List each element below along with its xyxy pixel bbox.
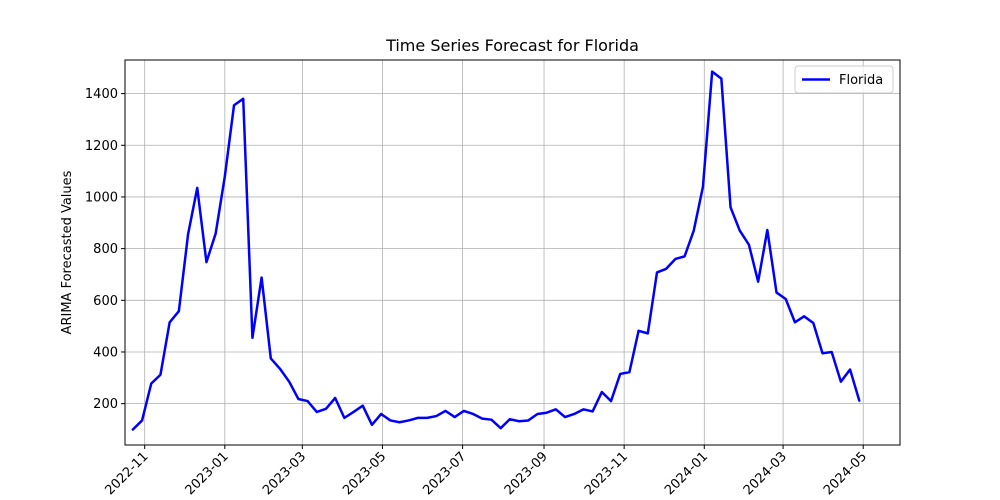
series-line-florida (131, 70, 861, 431)
legend-label-florida: Florida (839, 73, 883, 88)
legend-box (794, 65, 894, 94)
y-tick-label: 1000 (85, 190, 118, 205)
y-axis-label: ARIMA Forecasted Values (60, 170, 75, 334)
y-tick-label: 600 (93, 294, 118, 309)
legend: Florida (794, 65, 894, 94)
plot-frame (124, 59, 901, 446)
y-tick-label: 400 (93, 345, 118, 360)
y-tick-label: 800 (93, 242, 118, 257)
grid-lines (125, 60, 900, 445)
series-layer (131, 70, 861, 431)
y-tick-label: 1200 (85, 139, 118, 154)
y-tick-label: 1400 (85, 87, 118, 102)
chart-title: Time Series Forecast for Florida (385, 36, 639, 55)
y-axis: 200 400 600 800 1000 1200 1400 (85, 87, 125, 412)
y-tick-label: 200 (93, 397, 118, 412)
